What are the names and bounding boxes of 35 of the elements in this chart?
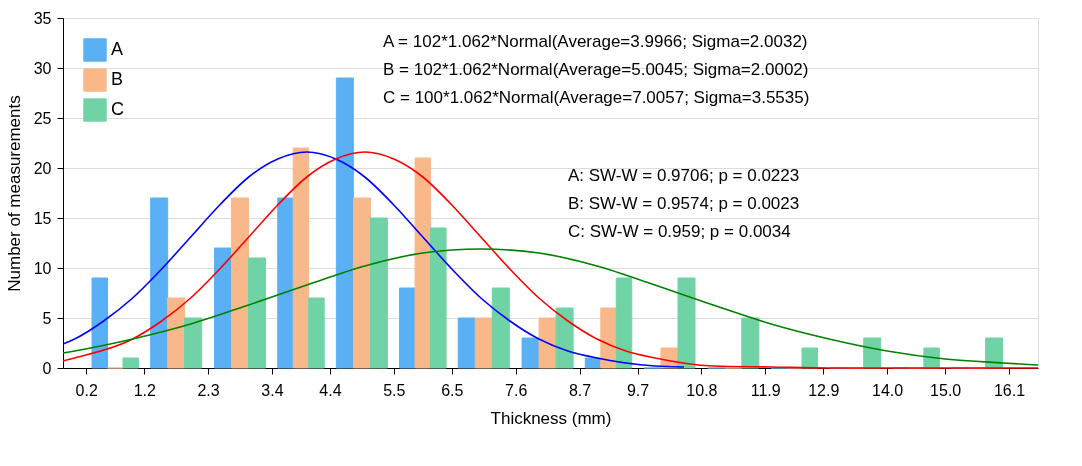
y-tick-label: 20 [33,159,52,177]
x-tick-label: 0.2 [75,381,98,399]
annotation: A = 102*1.062*Normal(Average=3.9966; Sigma=2.0032) [383,32,808,51]
x-axis-title: Thickness (mm) [490,408,612,428]
annotation: C: SW-W = 0.959; p = 0.0034 [568,222,791,241]
legend-label: C [111,99,124,119]
annotation: C = 100*1.062*Normal(Average=7.0057; Sigma=3.5535) [383,88,810,107]
legend-label: A [111,39,124,59]
y-tick-label: 30 [33,59,52,77]
x-tick-label: 16.1 [993,381,1026,399]
x-tick-label: 14.0 [872,381,904,399]
y-axis-title: Number of measurements [4,95,24,292]
y-tick-label: 0 [42,359,52,377]
annotation: B = 102*1.062*Normal(Average=5.0045; Sigma=2.0002) [383,60,809,79]
x-tick-label: 1.2 [133,381,156,399]
x-tick-label: 5.5 [383,381,406,399]
x-tick-label: 2.3 [197,381,220,399]
x-tick-label: 8.7 [568,381,592,399]
y-tick-label: 25 [33,109,52,127]
x-tick-label: 9.7 [626,381,650,399]
x-tick-label: 11.9 [750,381,781,399]
y-tick-label: 35 [33,9,52,27]
x-tick-label: 4.4 [319,381,342,399]
legend-label: B [111,69,124,89]
y-tick-label: 15 [33,209,52,227]
x-tick-label: 6.5 [441,381,464,399]
x-tick-label: 15.0 [930,381,962,399]
x-tick-label: 12.9 [808,381,840,399]
y-tick-label: 5 [42,309,52,327]
annotation: A: SW-W = 0.9706; p = 0.0223 [568,166,800,185]
x-tick-label: 10.8 [686,381,718,399]
y-tick-label: 10 [33,259,52,277]
annotation: B: SW-W = 0.9574; p = 0.0023 [568,194,800,213]
x-tick-label: 3.4 [261,381,284,399]
x-tick-label: 7.6 [505,381,528,399]
